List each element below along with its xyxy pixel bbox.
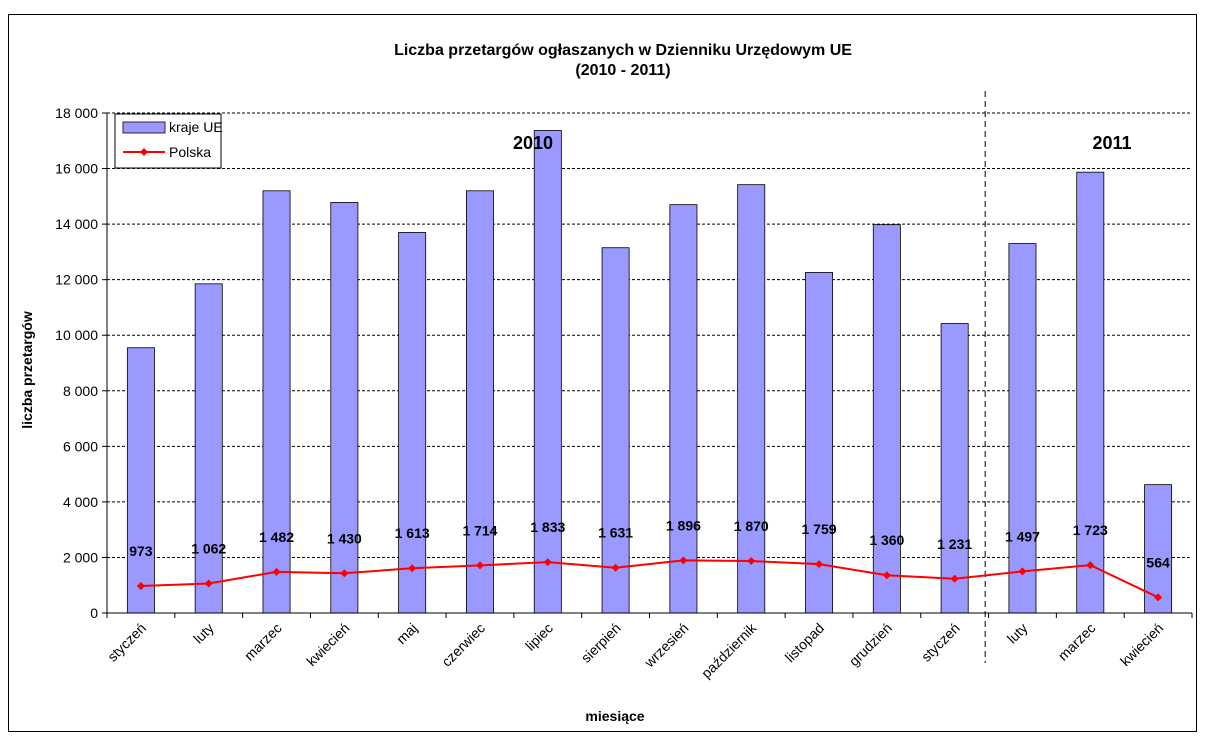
annotation-2011: 2011 bbox=[1092, 133, 1131, 153]
x-category-label: luty bbox=[1004, 620, 1031, 647]
legend-label-polska: Polska bbox=[169, 144, 211, 160]
y-axis-ticks: 0 2 000 4 000 6 000 8 000 10 000 12 000 14 000 1… bbox=[55, 105, 98, 621]
marker-polska bbox=[950, 574, 959, 583]
x-category-label: czerwiec bbox=[438, 620, 488, 670]
bar-kraje-ue bbox=[1144, 484, 1173, 614]
y-tick-label: 6 000 bbox=[63, 438, 98, 454]
marker-polska bbox=[272, 567, 281, 576]
marker-polska bbox=[815, 560, 824, 569]
x-category-label: marzec bbox=[1055, 620, 1099, 664]
axes bbox=[102, 112, 1193, 618]
legend-swatch-polska-marker bbox=[140, 148, 148, 156]
bar-kraje-ue bbox=[126, 347, 155, 614]
x-category-label: lipiec bbox=[522, 620, 556, 654]
x-category-label: kwiecień bbox=[303, 620, 352, 669]
marker-polska bbox=[679, 556, 688, 565]
data-label-polska: 1 870 bbox=[734, 518, 769, 534]
bar-kraje-ue bbox=[601, 247, 630, 614]
x-category-label: październik bbox=[698, 619, 760, 681]
y-tick-label: 16 000 bbox=[55, 161, 98, 177]
y-tick-label: 12 000 bbox=[55, 272, 98, 288]
marker-polska bbox=[475, 561, 484, 570]
marker-polska bbox=[747, 557, 756, 566]
y-tick-label: 4 000 bbox=[63, 494, 98, 510]
chart-title: Liczba przetargów ogłaszanych w Dziennik… bbox=[394, 42, 852, 59]
legend: kraje UE Polska bbox=[114, 113, 223, 169]
marker-polska bbox=[408, 564, 417, 573]
x-category-label: wrzesień bbox=[640, 620, 691, 671]
legend-label-kraje-ue: kraje UE bbox=[169, 119, 223, 135]
data-label-polska: 1 062 bbox=[191, 541, 226, 557]
x-category-label: marzec bbox=[241, 620, 285, 664]
data-label-polska: 1 430 bbox=[327, 530, 362, 546]
bar-kraje-ue bbox=[262, 190, 291, 614]
marker-polska bbox=[136, 581, 145, 590]
x-category-label: grudzień bbox=[846, 620, 895, 669]
x-category-label: styczeń bbox=[918, 620, 963, 665]
line-series bbox=[136, 556, 1163, 602]
chart-subtitle: (2010 - 2011) bbox=[575, 62, 670, 79]
bar-kraje-ue bbox=[872, 224, 901, 614]
data-label-polska: 1 360 bbox=[869, 532, 904, 548]
bar-kraje-ue bbox=[805, 272, 833, 614]
x-category-label: maj bbox=[393, 620, 420, 647]
bar-kraje-ue bbox=[533, 130, 562, 614]
marker-polska bbox=[1154, 593, 1163, 602]
bar-kraje-ue bbox=[669, 204, 698, 614]
marker-polska bbox=[882, 571, 891, 580]
y-axis-label: liczba przetargów bbox=[19, 311, 35, 429]
y-tick-label: 14 000 bbox=[55, 216, 98, 232]
marker-polska bbox=[543, 558, 552, 567]
marker-polska bbox=[611, 563, 620, 572]
legend-swatch-kraje-ue bbox=[122, 121, 166, 134]
annotation-2010: 2010 bbox=[513, 133, 553, 153]
y-tick-label: 8 000 bbox=[63, 383, 98, 399]
marker-polska bbox=[1086, 561, 1095, 570]
chart-svg: Liczba przetargów ogłaszanych w Dziennik… bbox=[19, 42, 1193, 724]
bar-kraje-ue bbox=[194, 283, 223, 614]
bar-kraje-ue bbox=[466, 190, 494, 614]
bar-kraje-ue bbox=[737, 184, 766, 614]
marker-polska bbox=[204, 579, 213, 588]
bar-kraje-ue bbox=[1008, 243, 1037, 614]
data-label-polska: 1 482 bbox=[259, 529, 294, 545]
data-label-polska: 1 714 bbox=[462, 522, 497, 538]
data-label-polska: 564 bbox=[1146, 554, 1170, 570]
x-axis-categories: styczeń luty marzec kwiecień maj czerwiec lipi… bbox=[104, 619, 1166, 681]
data-label-polska: 1 833 bbox=[530, 519, 565, 535]
marker-polska bbox=[340, 569, 349, 578]
y-tick-label: 0 bbox=[90, 605, 98, 621]
x-category-label: sierpień bbox=[578, 620, 624, 666]
data-label-polska: 1 613 bbox=[395, 525, 430, 541]
x-axis-label: miesiące bbox=[585, 708, 644, 724]
data-labels: 973 1 062 1 482 1 430 1 613 1 714 1 833 1 631 1 … bbox=[129, 517, 1170, 570]
marker-polska bbox=[1018, 567, 1027, 576]
data-label-polska: 1 631 bbox=[598, 525, 633, 541]
x-category-label: listopad bbox=[782, 620, 827, 665]
data-label-polska: 973 bbox=[129, 543, 153, 559]
x-category-label: luty bbox=[190, 620, 217, 647]
chart-frame: Liczba przetargów ogłaszanych w Dziennik… bbox=[8, 14, 1197, 732]
data-label-polska: 1 723 bbox=[1073, 522, 1108, 538]
data-label-polska: 1 896 bbox=[666, 517, 701, 533]
bar-kraje-ue bbox=[330, 202, 359, 614]
bar-series bbox=[126, 130, 1173, 614]
x-category-label: kwiecień bbox=[1117, 620, 1166, 669]
bar-kraje-ue bbox=[398, 232, 427, 614]
bar-kraje-ue bbox=[940, 323, 969, 614]
line-polska bbox=[140, 559, 1159, 599]
data-label-polska: 1 231 bbox=[937, 536, 972, 552]
y-tick-label: 18 000 bbox=[55, 105, 98, 121]
data-label-polska: 1 497 bbox=[1005, 528, 1040, 544]
x-category-label: styczeń bbox=[104, 620, 149, 665]
y-tick-label: 10 000 bbox=[55, 327, 98, 343]
y-tick-label: 2 000 bbox=[63, 549, 98, 565]
data-label-polska: 1 759 bbox=[802, 521, 837, 537]
bar-kraje-ue bbox=[1076, 171, 1105, 614]
